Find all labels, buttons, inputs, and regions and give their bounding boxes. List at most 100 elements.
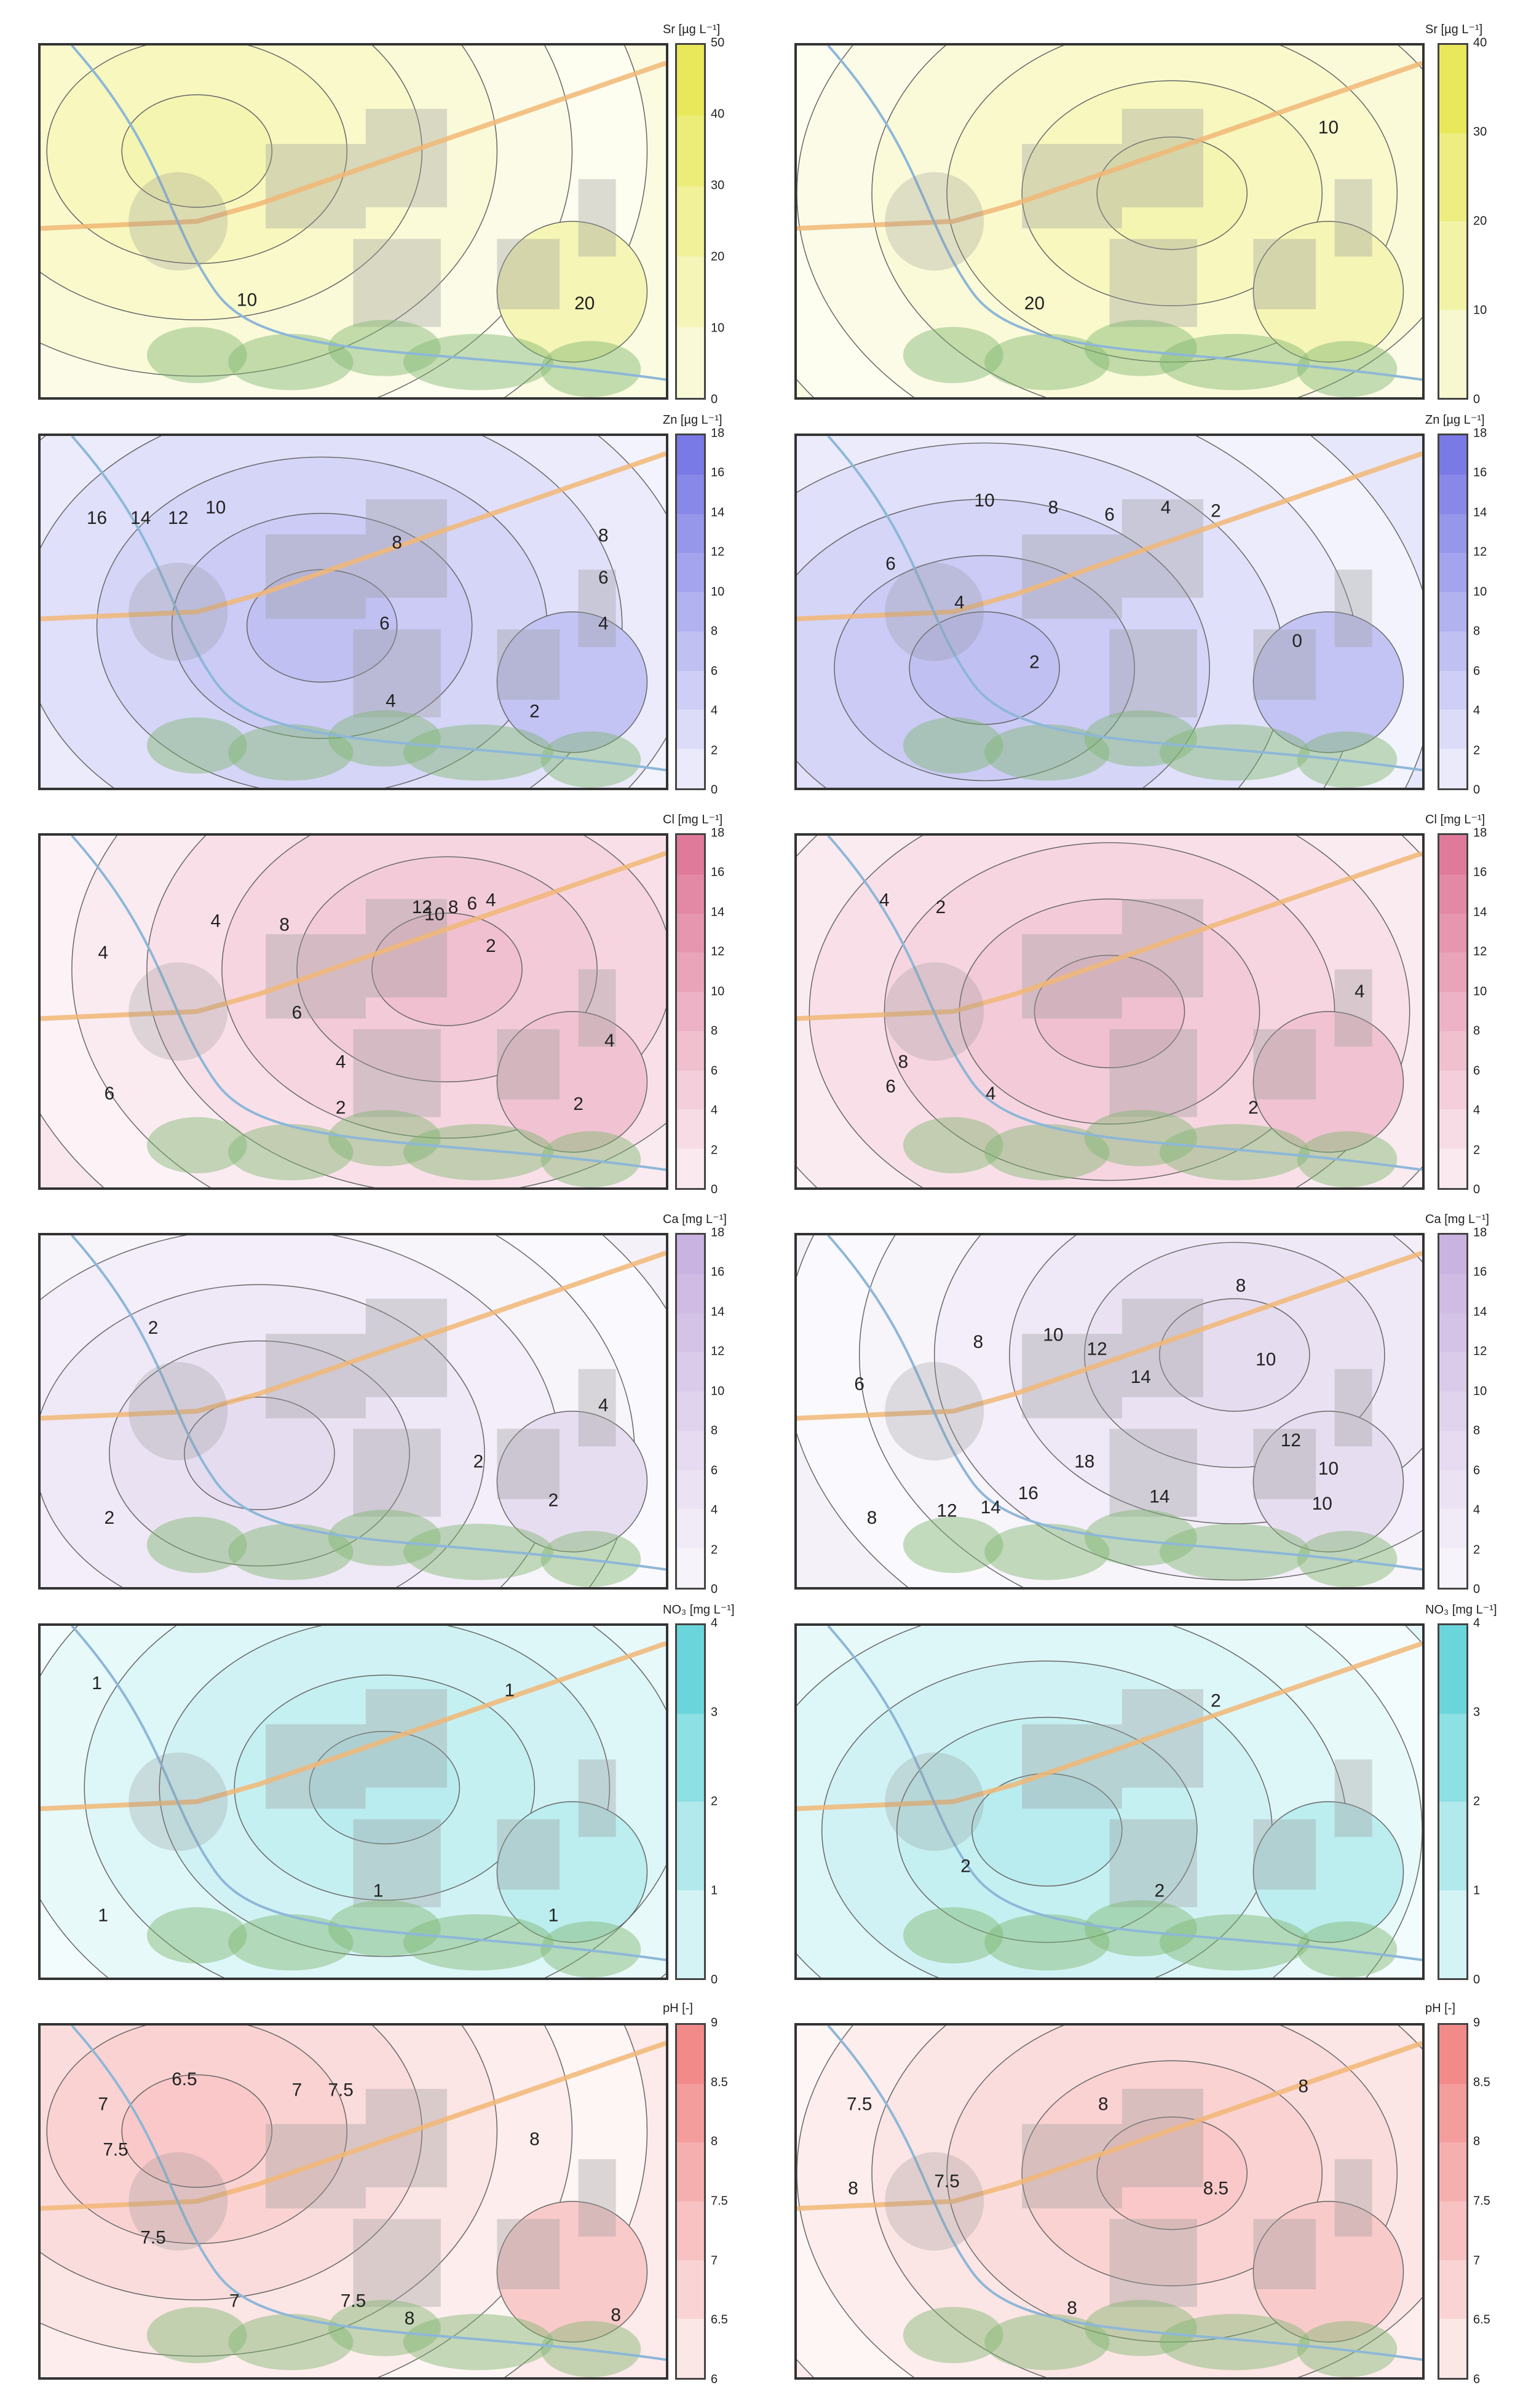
- colorbar-segment: [1439, 2201, 1466, 2260]
- contour-label: 2: [548, 1491, 559, 1511]
- colorbar-tick-label: 0: [1473, 1182, 1481, 1197]
- colorbar-segment: [1439, 874, 1466, 914]
- colorbar-segment: [677, 435, 704, 475]
- contour-label: 16: [87, 508, 107, 528]
- contour-label: 2: [573, 1094, 583, 1114]
- colorbar-tick-label: 0: [1473, 783, 1481, 797]
- colorbar-title: pH [-]: [1425, 2002, 1455, 2015]
- colorbar-title: Cl [mg L⁻¹]: [1425, 813, 1485, 826]
- contour-label: 2: [336, 1098, 346, 1118]
- colorbar-title: Cl [mg L⁻¹]: [663, 813, 723, 826]
- colorbar-tick-label: 6.5: [711, 2313, 728, 2327]
- map-sr-right: 10 20: [794, 43, 1425, 400]
- colorbar-tick-label: 14: [1473, 1305, 1487, 1319]
- contour-label: 2: [960, 1856, 971, 1876]
- colorbar-tick-label: 10: [711, 585, 725, 599]
- contour-label: 10: [1312, 1494, 1332, 1514]
- colorbar-segment: [677, 710, 704, 750]
- colorbar-segment: [677, 1235, 704, 1274]
- colorbar-tick-label: 12: [1473, 545, 1487, 559]
- colorbar-segment: [677, 1470, 704, 1510]
- colorbar-zn-left: [675, 434, 706, 790]
- colorbar-tick-label: 8.5: [1473, 2075, 1490, 2089]
- contour-label: 8: [1048, 497, 1059, 518]
- contour-label: 8: [1067, 2298, 1077, 2318]
- contour-label: 14: [981, 1497, 1001, 1518]
- colorbar-tick-label: 6: [1473, 1064, 1481, 1078]
- colorbar-tick-label: 8.5: [711, 2075, 728, 2089]
- colorbar-segment: [1439, 2025, 1466, 2084]
- contour-label: 6: [379, 614, 390, 634]
- colorbar-sr-right: [1438, 43, 1468, 400]
- contour-label: 6: [598, 568, 609, 588]
- colorbar-tick-label: 6: [1473, 664, 1481, 678]
- colorbar-segment: [1439, 1273, 1466, 1313]
- colorbar-title: pH [-]: [663, 2002, 693, 2015]
- colorbar-tick-label: 10: [711, 1384, 725, 1398]
- colorbar-segment: [1439, 435, 1466, 475]
- colorbar-segment: [1439, 1470, 1466, 1510]
- contour-label: 1: [548, 1906, 559, 1926]
- map-canvas: 6.5 7 7 7.5 7.5 8 7.5 7 7.5 8 8: [41, 2026, 666, 2377]
- colorbar-tick-label: 6: [711, 2372, 718, 2386]
- contour-label: 4: [486, 890, 496, 910]
- colorbar-tick-label: 4: [1473, 703, 1481, 718]
- contour-label: 7.5: [328, 2080, 353, 2100]
- colorbar-title: Sr [µg L⁻¹]: [1425, 23, 1483, 36]
- colorbar-segment: [677, 327, 704, 398]
- colorbar-segment: [677, 1070, 704, 1110]
- contour-label: 8: [973, 1332, 984, 1352]
- colorbar-segment: [677, 115, 704, 186]
- colorbar-tick-label: 40: [711, 107, 725, 121]
- colorbar-segment: [677, 631, 704, 671]
- colorbar-segment: [1439, 1352, 1466, 1392]
- map-ca-left: 2 2 2 4 2: [38, 1233, 668, 1590]
- colorbar-title: Zn [µg L⁻¹]: [1425, 413, 1485, 427]
- colorbar-segment: [1439, 1070, 1466, 1110]
- map-canvas: 6 8 10 12 14 10 8 18 16 14 12 10 14 12 10 8: [797, 1235, 1422, 1587]
- colorbar-tick-label: 40: [1473, 36, 1487, 50]
- colorbar-ca-right: [1438, 1233, 1468, 1590]
- colorbar-segment: [677, 1392, 704, 1431]
- colorbar-cl-right: [1438, 833, 1468, 1190]
- contour-label: 8: [867, 1508, 877, 1528]
- colorbar-segment: [677, 670, 704, 710]
- colorbar-tick-label: 4: [711, 703, 718, 718]
- colorbar-tick-label: 30: [1473, 125, 1487, 139]
- contour-label: 0: [1292, 631, 1302, 651]
- colorbar-tick-label: 1: [1473, 1883, 1481, 1898]
- colorbar-tick-label: 14: [711, 905, 725, 919]
- colorbar-tick-label: 18: [1473, 826, 1487, 840]
- contour-label: 20: [574, 293, 595, 314]
- colorbar-segment: [1439, 1392, 1466, 1431]
- colorbar-segment: [1439, 1430, 1466, 1470]
- colorbar-segment: [677, 1149, 704, 1188]
- colorbar-tick-label: 12: [1473, 945, 1487, 959]
- colorbar-segment: [1439, 2083, 1466, 2143]
- colorbar-tick-label: 2: [1473, 1143, 1481, 1157]
- contour-label: 10: [1318, 1459, 1339, 1479]
- contour-label: 4: [1161, 497, 1171, 518]
- contour-label: 4: [98, 943, 108, 963]
- colorbar-segment: [1439, 1149, 1466, 1188]
- colorbar-title: Sr [µg L⁻¹]: [663, 23, 721, 36]
- colorbar-tick-label: 6: [711, 1463, 718, 1478]
- colorbar-segment: [677, 256, 704, 328]
- contour-label: 6: [885, 1077, 896, 1097]
- contour-label: 7: [292, 2080, 303, 2100]
- colorbar-tick-label: 0: [1473, 392, 1481, 406]
- contour-label: 6: [1104, 504, 1115, 525]
- colorbar-segment: [677, 992, 704, 1031]
- colorbar-segment: [1439, 913, 1466, 953]
- colorbar-segment: [677, 2142, 704, 2201]
- colorbar-tick-label: 8: [711, 2134, 718, 2149]
- colorbar-tick-label: 7: [711, 2254, 718, 2268]
- contour-label: 7.5: [140, 2228, 165, 2248]
- colorbar-tick-label: 14: [711, 505, 725, 520]
- colorbar-segment: [1439, 2319, 1466, 2378]
- colorbar-segment: [677, 1890, 704, 1978]
- contour-label: 12: [412, 897, 432, 917]
- colorbar-tick-label: 4: [711, 1503, 718, 1517]
- colorbar-tick-label: 14: [711, 1305, 725, 1319]
- contour-label: 2: [148, 1318, 159, 1338]
